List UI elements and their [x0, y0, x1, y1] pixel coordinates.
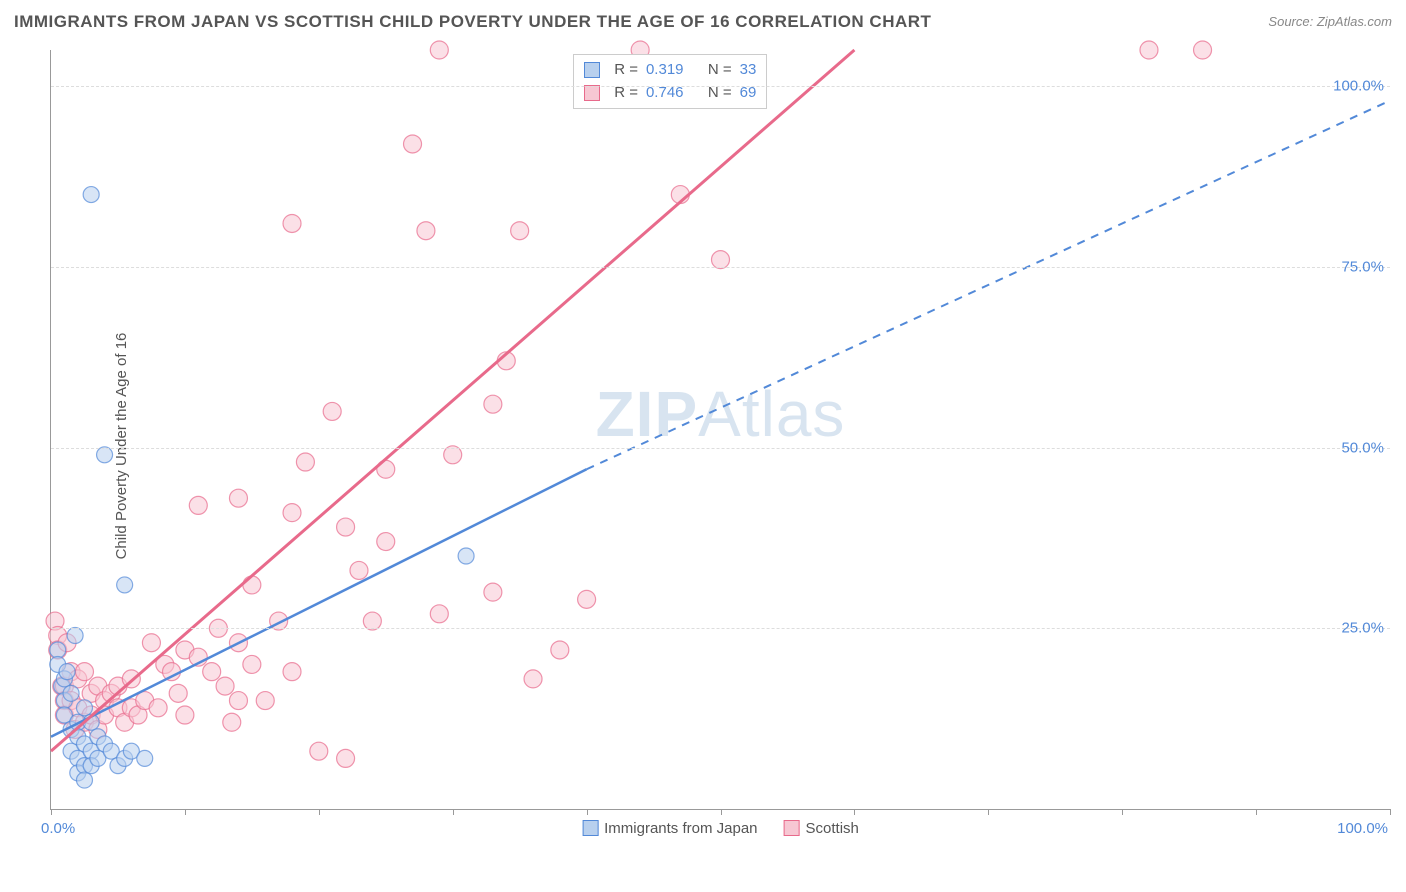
n-value-scottish: 69: [740, 82, 757, 105]
gridline: [51, 628, 1390, 629]
x-tick: [185, 809, 186, 815]
data-point-scottish: [296, 453, 314, 471]
n-symbol: N =: [708, 82, 732, 105]
data-point-japan: [137, 750, 153, 766]
data-point-scottish: [75, 663, 93, 681]
data-point-scottish: [337, 749, 355, 767]
x-axis-max-label: 100.0%: [1337, 820, 1388, 837]
data-point-scottish: [484, 395, 502, 413]
legend-label-scottish: Scottish: [806, 820, 859, 837]
stats-legend-box: R = 0.319 N = 33 R = 0.746 N = 69: [573, 54, 767, 109]
data-point-scottish: [350, 561, 368, 579]
trendline-japan-solid: [51, 469, 587, 736]
data-point-scottish: [323, 402, 341, 420]
source-label: Source:: [1268, 14, 1313, 29]
data-point-japan: [50, 642, 66, 658]
x-tick: [1256, 809, 1257, 815]
x-axis-min-label: 0.0%: [41, 820, 75, 837]
n-value-japan: 33: [740, 59, 757, 82]
swatch-scottish: [584, 85, 600, 101]
data-point-japan: [97, 447, 113, 463]
data-point-scottish: [243, 576, 261, 594]
y-tick-label: 50.0%: [1341, 439, 1384, 456]
chart-plot-area: ZIPAtlas R = 0.319 N = 33 R = 0.746 N = …: [50, 50, 1390, 810]
x-tick: [988, 809, 989, 815]
y-tick-label: 100.0%: [1333, 78, 1384, 95]
data-point-scottish: [310, 742, 328, 760]
data-point-japan: [59, 664, 75, 680]
data-point-scottish: [404, 135, 422, 153]
data-point-scottish: [142, 634, 160, 652]
swatch-scottish-icon: [784, 820, 800, 836]
data-point-scottish: [283, 663, 301, 681]
gridline: [51, 86, 1390, 87]
r-symbol: R =: [614, 82, 638, 105]
r-symbol: R =: [614, 59, 638, 82]
data-point-scottish: [283, 214, 301, 232]
data-point-scottish: [484, 583, 502, 601]
data-point-scottish: [337, 518, 355, 536]
data-point-japan: [458, 548, 474, 564]
source-value: ZipAtlas.com: [1317, 14, 1392, 29]
data-point-scottish: [163, 663, 181, 681]
trendline-scottish: [51, 50, 854, 751]
data-point-scottish: [1194, 41, 1212, 59]
data-point-scottish: [203, 663, 221, 681]
bottom-legend: Immigrants from Japan Scottish: [582, 820, 859, 837]
data-point-scottish: [417, 222, 435, 240]
data-point-scottish: [229, 692, 247, 710]
data-point-scottish: [216, 677, 234, 695]
y-tick-label: 75.0%: [1341, 258, 1384, 275]
data-point-japan: [76, 700, 92, 716]
legend-item-japan: Immigrants from Japan: [582, 820, 757, 837]
plot-svg: [51, 50, 1390, 809]
x-tick: [1390, 809, 1391, 815]
stats-row-japan: R = 0.319 N = 33: [584, 59, 756, 82]
x-tick: [854, 809, 855, 815]
gridline: [51, 267, 1390, 268]
x-tick: [319, 809, 320, 815]
data-point-scottish: [256, 692, 274, 710]
data-point-scottish: [1140, 41, 1158, 59]
y-tick-label: 25.0%: [1341, 620, 1384, 637]
stats-row-scottish: R = 0.746 N = 69: [584, 82, 756, 105]
r-value-japan: 0.319: [646, 59, 684, 82]
n-symbol: N =: [708, 59, 732, 82]
data-point-scottish: [551, 641, 569, 659]
data-point-scottish: [377, 533, 395, 551]
chart-title: IMMIGRANTS FROM JAPAN VS SCOTTISH CHILD …: [14, 12, 931, 32]
swatch-japan: [584, 62, 600, 78]
r-value-scottish: 0.746: [646, 82, 684, 105]
data-point-scottish: [524, 670, 542, 688]
data-point-scottish: [223, 713, 241, 731]
legend-item-scottish: Scottish: [784, 820, 859, 837]
legend-label-japan: Immigrants from Japan: [604, 820, 757, 837]
data-point-scottish: [430, 605, 448, 623]
data-point-scottish: [578, 590, 596, 608]
data-point-japan: [117, 577, 133, 593]
data-point-scottish: [169, 684, 187, 702]
x-tick: [453, 809, 454, 815]
gridline: [51, 448, 1390, 449]
swatch-japan-icon: [582, 820, 598, 836]
data-point-scottish: [511, 222, 529, 240]
data-point-scottish: [243, 655, 261, 673]
data-point-japan: [83, 187, 99, 203]
data-point-scottish: [189, 496, 207, 514]
data-point-scottish: [283, 504, 301, 522]
x-tick: [51, 809, 52, 815]
data-point-japan: [67, 628, 83, 644]
x-tick: [1122, 809, 1123, 815]
data-point-scottish: [149, 699, 167, 717]
x-tick: [587, 809, 588, 815]
source-attribution: Source: ZipAtlas.com: [1268, 14, 1392, 29]
data-point-japan: [63, 685, 79, 701]
data-point-scottish: [229, 489, 247, 507]
data-point-scottish: [430, 41, 448, 59]
data-point-japan: [76, 772, 92, 788]
data-point-scottish: [176, 706, 194, 724]
x-tick: [721, 809, 722, 815]
trendline-japan-dashed: [587, 101, 1390, 470]
